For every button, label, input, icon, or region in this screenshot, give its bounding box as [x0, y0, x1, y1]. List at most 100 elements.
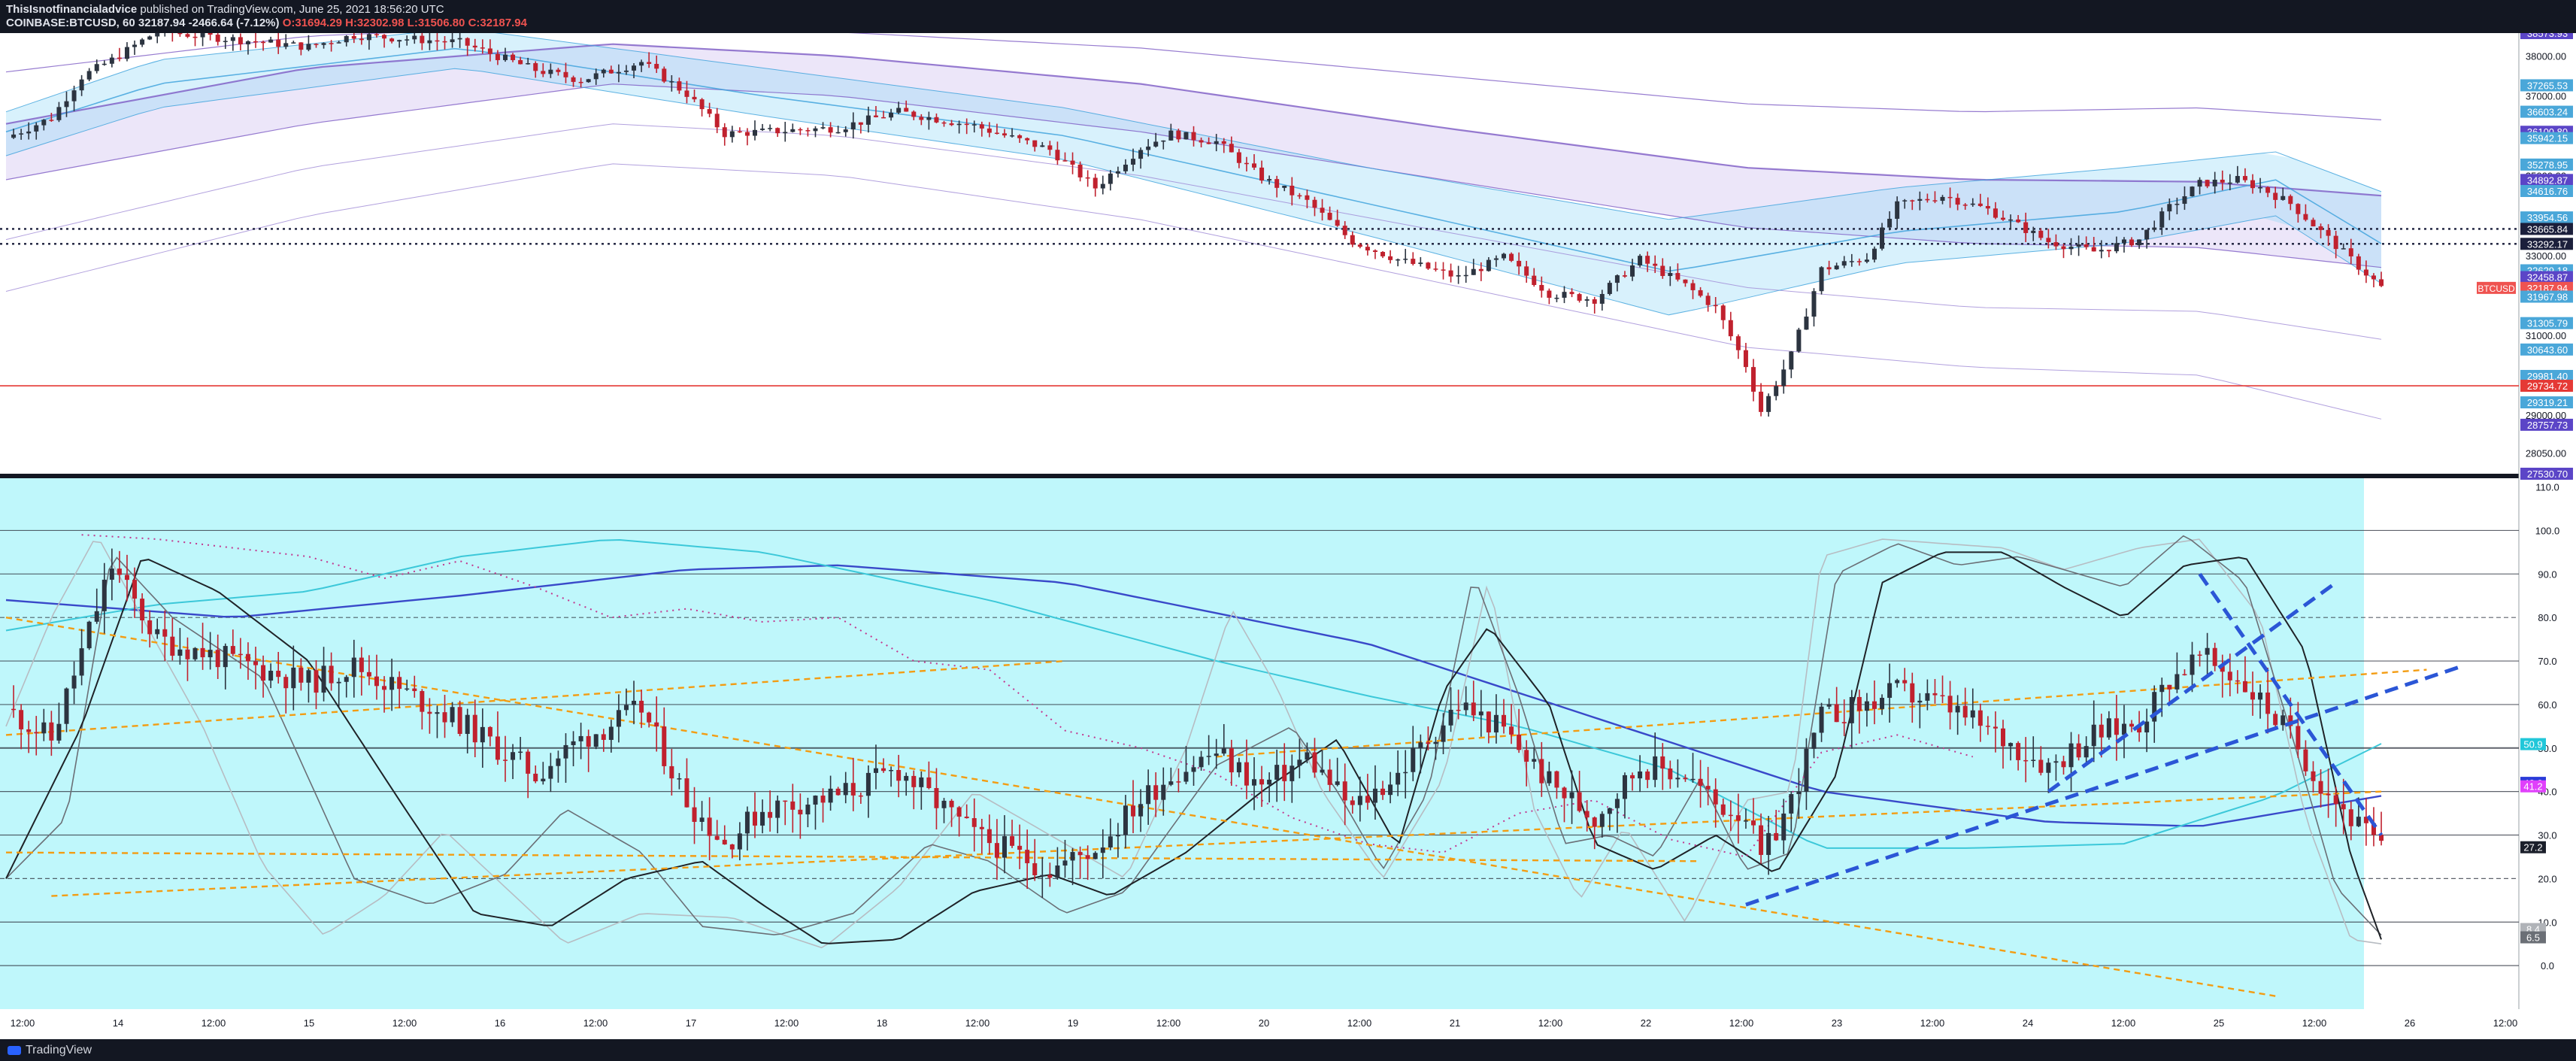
- candle-body: [593, 73, 599, 80]
- oscillator-shade: [0, 478, 2364, 1009]
- candle-body: [314, 44, 319, 45]
- osc-value-label: 50.9: [2523, 739, 2542, 750]
- osc-candle-body: [1759, 825, 1764, 855]
- candle-body: [654, 63, 659, 69]
- symbol-name[interactable]: COINBASE:BTCUSD, 60: [6, 17, 135, 29]
- osc-candle-body: [1819, 706, 1824, 733]
- candle-body: [1221, 141, 1226, 144]
- osc-candle-body: [1335, 781, 1340, 785]
- osc-candle-body: [1554, 771, 1559, 788]
- osc-candle-body: [1448, 709, 1453, 726]
- candle-body: [1131, 159, 1136, 165]
- candle-body: [1320, 208, 1325, 213]
- osc-candle-body: [941, 800, 947, 808]
- candle-body: [1456, 275, 1461, 277]
- orange-trendline-2: [5, 851, 1701, 862]
- candle-body: [699, 99, 705, 110]
- candle-body: [616, 71, 621, 74]
- osc-candle-body: [1607, 808, 1612, 814]
- osc-candle-body: [2227, 671, 2232, 681]
- candle-body: [1962, 205, 1968, 206]
- osc-candle-body: [737, 833, 742, 850]
- osc-candle-body: [1267, 779, 1272, 785]
- osc-candle-body: [1259, 779, 1265, 785]
- tradingview-logo[interactable]: TradingView: [8, 1044, 92, 1057]
- osc-candle-body: [192, 647, 198, 659]
- candle-body: [601, 69, 606, 74]
- time-tick-label: 25: [2214, 1017, 2224, 1029]
- candle-body: [632, 65, 637, 71]
- osc-candle-body: [1493, 714, 1499, 733]
- candle-body: [1660, 265, 1665, 277]
- osc-candle-body: [1668, 768, 1673, 780]
- osc-candle-body: [820, 796, 826, 803]
- osc-candle-body: [1577, 792, 1582, 811]
- candle-body: [450, 39, 455, 43]
- candle-body: [1252, 163, 1256, 168]
- candle-body: [208, 32, 213, 35]
- ohlc-high: H:32302.98: [345, 17, 405, 29]
- osc-candle-body: [1864, 701, 1869, 711]
- osc-candle-body: [2046, 762, 2051, 773]
- price-tag-label: 34892.87: [2527, 174, 2568, 186]
- candle-body: [1751, 367, 1756, 392]
- candle-body: [1759, 391, 1764, 412]
- candle-body: [1887, 218, 1893, 228]
- osc-candle-body: [2129, 723, 2135, 727]
- osc-candle-body: [835, 788, 841, 796]
- osc-candle-body: [813, 796, 818, 805]
- osc-candle-body: [994, 843, 999, 858]
- osc-candle-body: [2023, 759, 2029, 762]
- time-tick-label: 18: [877, 1017, 887, 1029]
- candle-body: [2205, 180, 2210, 186]
- candle-body: [526, 63, 531, 65]
- candle-body: [155, 32, 160, 37]
- candle-body: [1380, 252, 1386, 256]
- candle-body: [64, 101, 69, 108]
- candle-body: [1305, 195, 1310, 200]
- osc-candle-body: [578, 735, 583, 741]
- candle-body: [1290, 185, 1295, 196]
- price-tag: [2520, 396, 2573, 409]
- candle-body: [1191, 132, 1196, 141]
- candle-body: [941, 122, 947, 124]
- candle-body: [1569, 292, 1574, 295]
- candle-body: [2296, 204, 2301, 214]
- candle-body: [1093, 177, 1098, 189]
- time-tick-label: 12:00: [1347, 1017, 1372, 1029]
- candle-body: [783, 132, 788, 134]
- osc-candle-body: [858, 795, 863, 797]
- osc-candle-body: [533, 773, 538, 782]
- author-name[interactable]: ThisIsnotfinancialadvice: [6, 3, 138, 16]
- candle-body: [389, 38, 395, 42]
- osc-candle-body: [1645, 771, 1650, 781]
- candle-body: [2121, 239, 2126, 244]
- osc-candle-body: [405, 688, 410, 690]
- osc-candle-body: [729, 844, 735, 850]
- candle-body: [1153, 141, 1159, 147]
- price-tag-label: 30643.60: [2527, 344, 2568, 356]
- osc-candle-body: [556, 758, 561, 766]
- osc-candle-body: [1871, 701, 1877, 709]
- candle-body: [1183, 132, 1189, 140]
- candle-body: [1622, 275, 1627, 277]
- candle-body: [1985, 205, 1990, 209]
- candle-body: [1509, 253, 1514, 261]
- price-tag-label: 31305.79: [2527, 318, 2568, 329]
- osc-candle-body: [1146, 785, 1151, 805]
- candle-body: [1668, 273, 1673, 277]
- osc-candle-body: [487, 726, 492, 737]
- osc-candle-body: [805, 805, 811, 815]
- candle-body: [2023, 222, 2029, 233]
- candle-body: [2281, 196, 2286, 200]
- candle-body: [253, 41, 258, 43]
- osc-candle-body: [1925, 693, 1930, 701]
- price-tag: [2520, 418, 2573, 431]
- osc-candle-body: [1532, 759, 1537, 762]
- osc-candle-body: [1320, 769, 1325, 773]
- osc-candle-body: [1312, 752, 1317, 773]
- osc-candle-body: [2212, 647, 2217, 666]
- osc-candle-body: [586, 735, 591, 747]
- osc-candle-body: [1524, 750, 1529, 762]
